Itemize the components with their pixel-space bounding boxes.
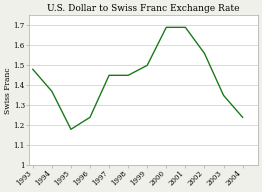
Title: U.S. Dollar to Swiss Franc Exchange Rate: U.S. Dollar to Swiss Franc Exchange Rate <box>47 4 240 13</box>
Y-axis label: Swiss Franc: Swiss Franc <box>4 67 12 114</box>
